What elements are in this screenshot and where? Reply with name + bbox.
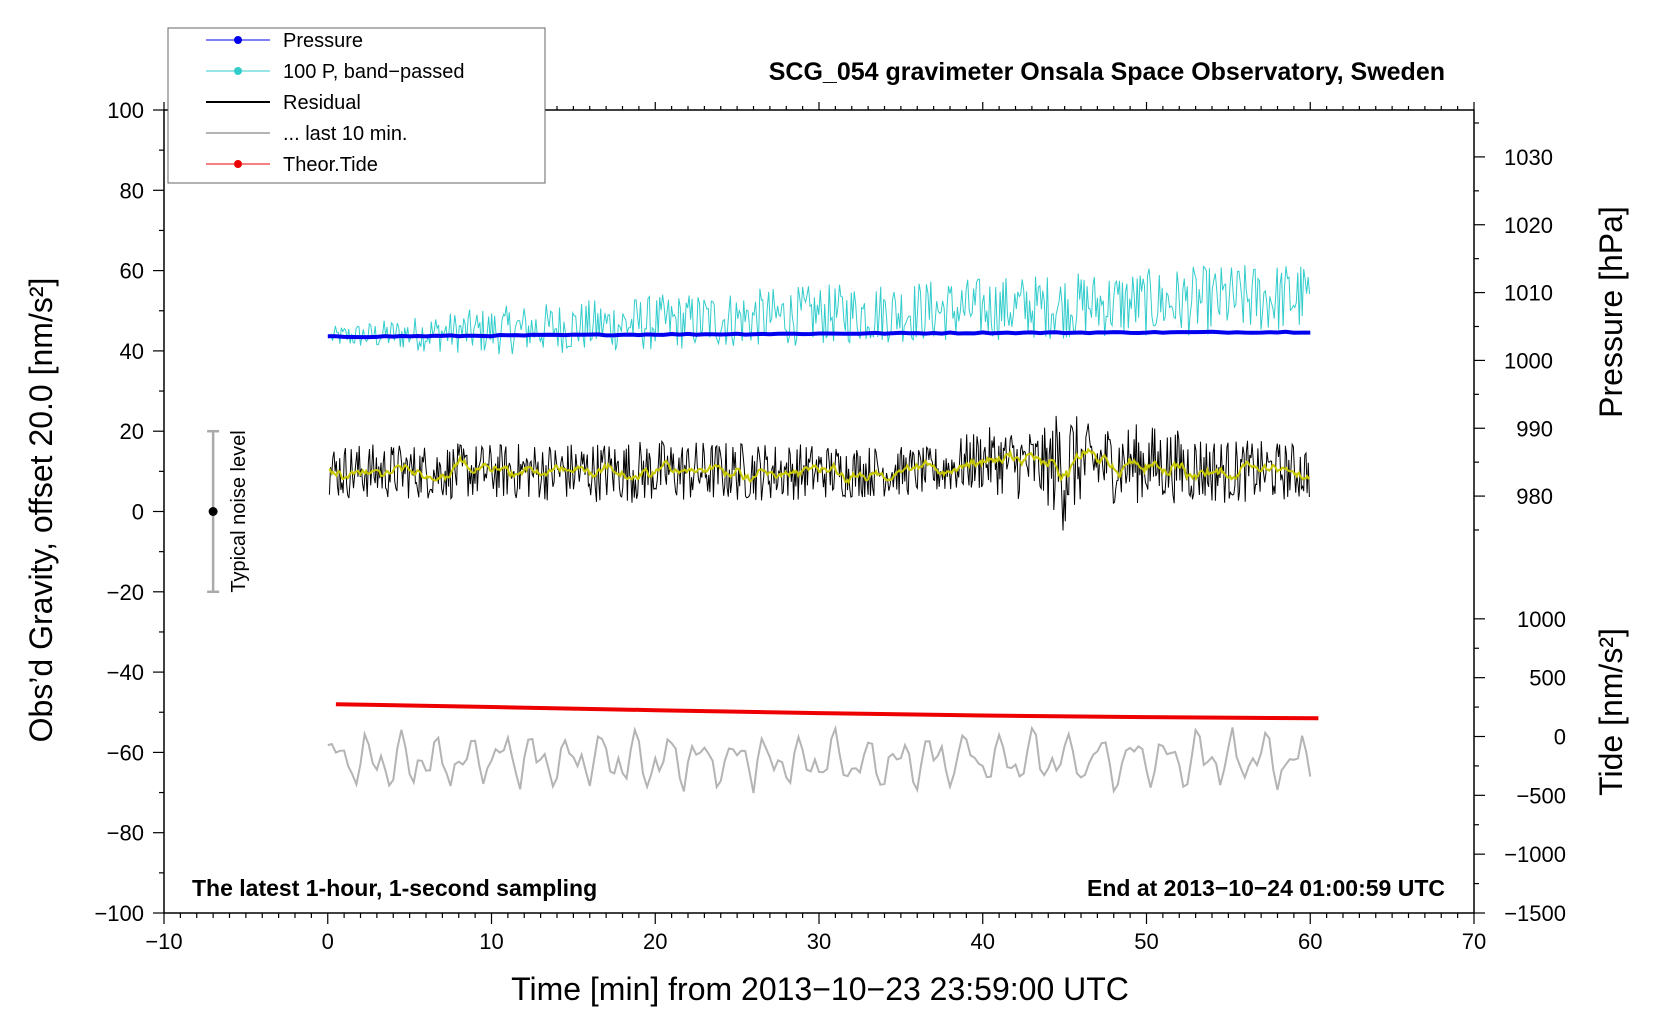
tide-tick-label: −1000 [1504, 842, 1566, 867]
legend-label-theor-tide: Theor.Tide [283, 154, 378, 176]
series-band-passed-line [330, 265, 1311, 355]
noise-level-indicator: Typical noise level [207, 429, 250, 594]
x-tick-label: 70 [1462, 929, 1486, 954]
pressure-tick-label: 1000 [1504, 348, 1553, 373]
legend-label-band-passed: 100 P, band−passed [283, 61, 464, 83]
y-tick-label: 0 [132, 500, 144, 525]
x-tick-label: 50 [1134, 929, 1158, 954]
legend: Pressure 100 P, band−passed Residual ...… [167, 27, 546, 184]
chart-title: SCG_054 gravimeter Onsala Space Observat… [769, 58, 1445, 86]
x-tick-label: 20 [643, 929, 667, 954]
y-tick-label: −40 [107, 660, 144, 685]
y-axis-title-pressure: Pressure [hPa] [1593, 206, 1629, 418]
x-tick-label: 40 [971, 929, 995, 954]
y-tick-label: 100 [107, 98, 144, 123]
pressure-tick-label: 990 [1516, 416, 1553, 441]
legend-marker-band-passed [234, 67, 242, 75]
x-tick-label: 10 [479, 929, 503, 954]
y-tick-label: 40 [120, 339, 144, 364]
y-tick-label: 60 [120, 259, 144, 284]
tide-tick-label: −500 [1516, 783, 1566, 808]
plot-frame [163, 109, 1475, 914]
y-tick-label: −80 [107, 821, 144, 846]
legend-label-residual: Residual [283, 92, 361, 114]
legend-marker-theor-tide [234, 160, 242, 168]
legend-label-pressure: Pressure [283, 30, 363, 52]
y-tick-label: 20 [120, 419, 144, 444]
y-tick-label: −20 [107, 580, 144, 605]
y-axis-title-tide: Tide [nm/s²] [1593, 628, 1629, 796]
legend-item-residual: Residual [206, 92, 361, 114]
noise-level-label: Typical noise level [228, 430, 250, 592]
legend-item-last-10-min: ... last 10 min. [206, 123, 408, 145]
tide-tick-label: 0 [1554, 725, 1566, 750]
series-residual-line [328, 415, 1310, 531]
annotation-sampling: The latest 1-hour, 1-second sampling [192, 875, 597, 901]
series-last-10-min-line [327, 724, 1312, 794]
pressure-tick-label: 980 [1516, 484, 1553, 509]
y-tick-label: −60 [107, 740, 144, 765]
axis-ticks: −10 0 10 20 30 40 50 60 70−100−80−60−40−20020406… [94, 98, 1566, 954]
legend-marker-pressure [234, 36, 242, 44]
tide-tick-label: −1500 [1504, 901, 1566, 926]
tide-tick-label: 500 [1529, 666, 1566, 691]
series-residual-smoothed-line [328, 447, 1311, 485]
x-tick-label: −10 [145, 929, 182, 954]
pressure-tick-label: 1020 [1504, 213, 1553, 238]
pressure-tick-label: 1010 [1504, 281, 1553, 306]
noise-level-dot [208, 507, 218, 516]
legend-item-band-passed: 100 P, band−passed [206, 61, 464, 83]
series-pressure-line [327, 329, 1311, 340]
legend-item-theor-tide: Theor.Tide [206, 154, 378, 176]
x-tick-label: 0 [322, 929, 334, 954]
tide-tick-label: 1000 [1517, 607, 1566, 632]
x-tick-label: 30 [807, 929, 831, 954]
y-tick-label: −100 [94, 901, 144, 926]
y-axis-title-left: Obs’d Gravity, offset 20.0 [nm/s²] [23, 278, 59, 743]
data-series [327, 265, 1319, 794]
y-tick-label: 80 [120, 178, 144, 203]
x-tick-label: 60 [1298, 929, 1322, 954]
x-axis-title: Time [min] from 2013−10−23 23:59:00 UTC [511, 971, 1129, 1007]
pressure-tick-label: 1030 [1504, 145, 1553, 170]
series-theor-tide-line [335, 702, 1319, 721]
legend-item-pressure: Pressure [206, 30, 363, 52]
legend-label-last-10-min: ... last 10 min. [283, 123, 408, 145]
annotation-end-time: End at 2013−10−24 01:00:59 UTC [1087, 875, 1445, 901]
legend-box [167, 27, 546, 184]
